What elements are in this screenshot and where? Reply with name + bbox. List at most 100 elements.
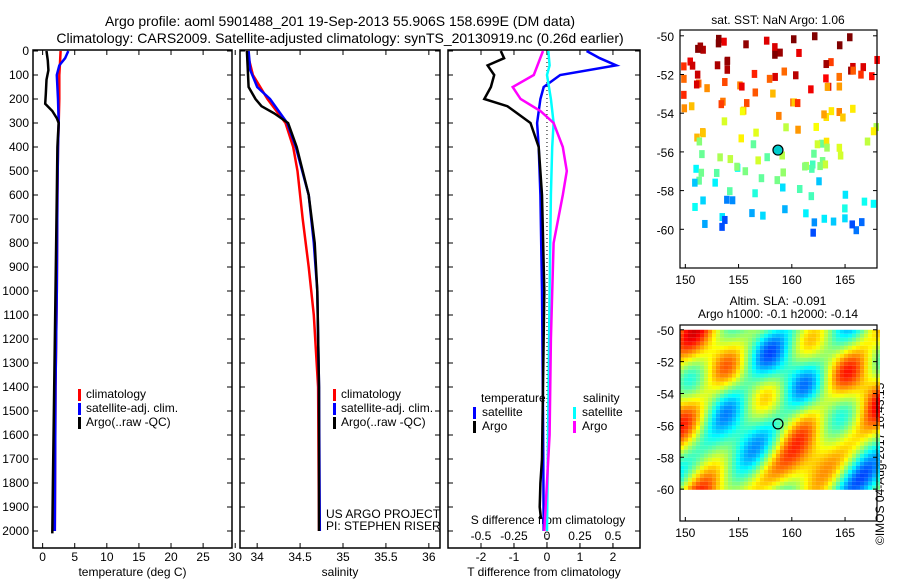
sla-cell (732, 453, 736, 458)
sla-cell (804, 417, 808, 422)
sla-cell (772, 441, 776, 446)
sla-cell (800, 353, 804, 358)
sla-cell (772, 473, 776, 478)
sla-cell (844, 409, 848, 414)
sla-cell (748, 445, 752, 450)
sla-cell (732, 469, 736, 474)
sla-cell (788, 445, 792, 450)
sla-cell (832, 377, 836, 382)
sst-cell (713, 168, 720, 177)
sla-cell (836, 373, 840, 378)
sla-cell (868, 481, 872, 486)
sla-cell (760, 449, 764, 454)
sla-cell (824, 445, 828, 450)
sla-cell (824, 397, 828, 402)
sla-cell (832, 365, 836, 370)
x-tick-label: 20 (164, 550, 178, 564)
sla-cell (848, 457, 852, 462)
sst-cell (772, 50, 778, 59)
sla-cell (840, 345, 844, 350)
sla-cell (856, 461, 860, 466)
sla-cell (768, 457, 772, 462)
sla-cell (804, 361, 808, 366)
sla-cell (788, 469, 792, 474)
sst-cell (803, 209, 809, 218)
sst-cell (794, 99, 801, 108)
sla-cell (720, 477, 724, 482)
sla-cell (700, 337, 704, 342)
sla-cell (712, 449, 716, 454)
sla-cell (832, 353, 836, 358)
sla-cell (688, 461, 692, 466)
sla-cell (836, 441, 840, 446)
sla-cell (708, 433, 712, 438)
map-lat-label: -54 (657, 388, 675, 402)
sla-cell (684, 473, 688, 478)
sla-cell (760, 429, 764, 434)
sla-cell (756, 385, 760, 390)
sla-cell (816, 445, 820, 450)
sla-cell (708, 405, 712, 410)
sla-cell (744, 341, 748, 346)
sla-cell (692, 345, 696, 350)
sla-cell (708, 365, 712, 370)
sla-cell (784, 377, 788, 382)
sla-cell (764, 397, 768, 402)
sla-cell (860, 377, 864, 382)
sla-cell (780, 417, 784, 422)
sla-cell (700, 477, 704, 482)
sla-cell (728, 365, 732, 370)
sla-cell (736, 389, 740, 394)
sla-cell (776, 353, 780, 358)
sla-cell (876, 465, 880, 470)
sla-cell (720, 417, 724, 422)
sla-cell (840, 389, 844, 394)
sla-cell (756, 465, 760, 470)
sla-cell (800, 409, 804, 414)
map-2-frame (679, 324, 878, 522)
sla-cell (832, 441, 836, 446)
sla-cell (876, 421, 880, 426)
sla-cell (752, 385, 756, 390)
sla-cell (716, 417, 720, 422)
sla-cell (784, 469, 788, 474)
sla-cell (704, 425, 708, 430)
sla-cell (784, 373, 788, 378)
sla-cell (752, 365, 756, 370)
sla-cell (824, 453, 828, 458)
sla-cell (820, 385, 824, 390)
sla-cell (832, 429, 836, 434)
sla-cell (772, 429, 776, 434)
sla-cell (732, 333, 736, 338)
sla-cell (756, 389, 760, 394)
sla-cell (864, 409, 868, 414)
sla-cell (872, 341, 876, 346)
sla-cell (772, 337, 776, 342)
sla-cell (740, 385, 744, 390)
sla-cell (688, 433, 692, 438)
sla-cell (804, 481, 808, 486)
sla-cell (856, 369, 860, 374)
sla-cell (728, 373, 732, 378)
sla-cell (736, 353, 740, 358)
sla-cell (776, 457, 780, 462)
sla-cell (832, 329, 836, 334)
sla-cell (736, 417, 740, 422)
sla-cell (712, 421, 716, 426)
sla-cell (720, 469, 724, 474)
sla-cell (756, 441, 760, 446)
sla-cell (724, 453, 728, 458)
sla-cell (756, 477, 760, 482)
sla-cell (860, 413, 864, 418)
sla-cell (736, 461, 740, 466)
sla-cell (748, 473, 752, 478)
sla-cell (740, 377, 744, 382)
sla-cell (852, 381, 856, 386)
sla-cell (748, 381, 752, 386)
sla-cell (784, 341, 788, 346)
sla-cell (868, 353, 872, 358)
sla-cell (780, 441, 784, 446)
sla-cell (856, 457, 860, 462)
sla-cell (684, 433, 688, 438)
sla-cell (840, 369, 844, 374)
